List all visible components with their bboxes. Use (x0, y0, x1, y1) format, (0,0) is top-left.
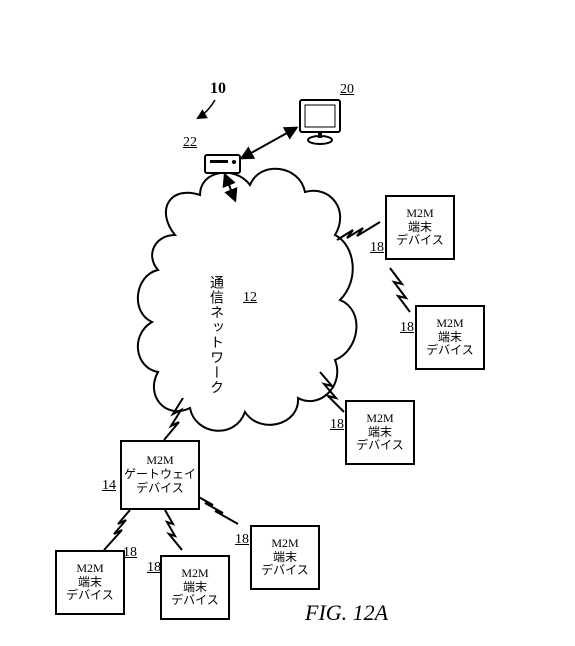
gateway-line1: M2M (146, 454, 173, 468)
terminal-node: M2M 端末 デバイス (415, 305, 485, 370)
server-icon (205, 155, 240, 173)
terminal-node: M2M 端末 デバイス (160, 555, 230, 620)
gateway-ref: 14 (102, 478, 116, 494)
terminal-ref: 18 (235, 532, 249, 548)
terminal-ref: 18 (400, 320, 414, 336)
monitor-ref: 20 (340, 82, 354, 98)
terminal-ref: 18 (147, 560, 161, 576)
terminal-node: M2M 端末 デバイス (250, 525, 320, 590)
terminal-node: M2M 端末 デバイス (345, 400, 415, 465)
figure-caption: FIG. 12A (305, 600, 388, 626)
terminal-node: M2M 端末 デバイス (385, 195, 455, 260)
cloud-ref: 12 (243, 290, 257, 306)
terminal-ref: 18 (330, 417, 344, 433)
terminal-node: M2M 端末 デバイス (55, 550, 125, 615)
gateway-line2: ゲートウェイ (124, 468, 196, 482)
monitor-icon (300, 100, 340, 144)
terminal-ref: 18 (123, 545, 137, 561)
system-ref: 10 (210, 80, 226, 98)
server-ref: 22 (183, 135, 197, 151)
gateway-node: M2M ゲートウェイ デバイス (120, 440, 200, 510)
cloud-label: 通信ネットワーク (205, 275, 225, 395)
gateway-line3: デバイス (136, 482, 184, 496)
diagram-canvas: 通信ネットワーク 12 10 22 20 M2M ゲートウェイ デバイス 14 … (0, 0, 575, 646)
terminal-ref: 18 (370, 240, 384, 256)
